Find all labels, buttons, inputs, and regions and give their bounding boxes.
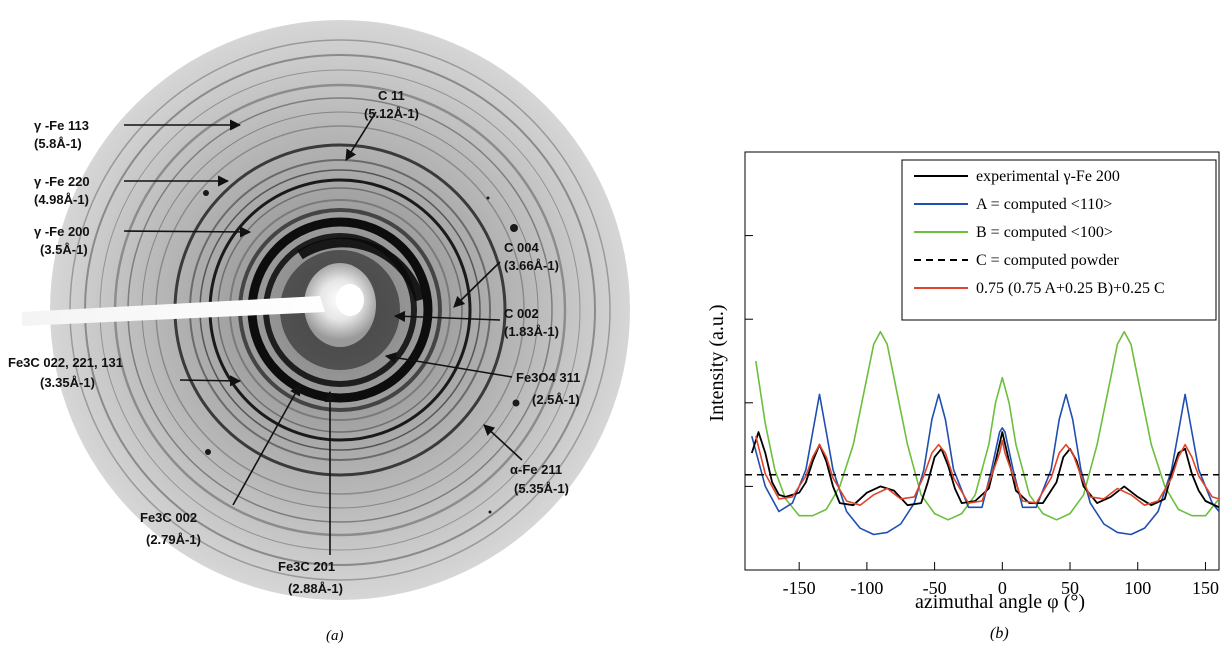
legend-label-0: experimental γ-Fe 200 — [976, 168, 1120, 185]
x-ticks: -150 -100 -50 0 50 100 150 — [783, 562, 1219, 598]
legend-box — [901, 159, 1217, 321]
legend-label-4: 0.75 (0.75 A+0.25 B)+0.25 C — [976, 280, 1165, 297]
x-axis-label: azimuthal angle φ (°) — [915, 591, 1085, 613]
label-fe3c-002: Fe3C 002 — [140, 510, 197, 525]
series-line-0 — [750, 431, 1219, 509]
plot-series — [745, 330, 1219, 536]
caption-b: (b) — [990, 625, 1009, 642]
series-line-4 — [755, 436, 1219, 507]
label-gamma-fe-220-value: (4.98Å-1) — [34, 192, 89, 207]
label-fe3o4-311: Fe3O4 311 — [516, 370, 580, 385]
label-c004-value: (3.66Å-1) — [504, 258, 559, 273]
series-line-1 — [751, 393, 1219, 536]
x-tick-label-5: 100 — [1124, 578, 1151, 598]
azimuthal-plot-panel: -150 -100 -50 0 50 100 150 experimental γ-Fe 2… — [706, 151, 1220, 642]
label-fe3c-002-value: (2.79Å-1) — [146, 532, 201, 547]
label-fe3c-022: Fe3C 022, 221, 131 — [8, 355, 123, 370]
legend-label-2: B = computed <100> — [976, 224, 1113, 241]
diffraction-spots — [203, 190, 520, 514]
y-axis-label: Intensity (a.u.) — [706, 304, 728, 421]
legend-label-3: C = computed powder — [976, 252, 1119, 269]
series-line-2 — [755, 330, 1219, 521]
x-tick-label-3: 0 — [998, 578, 1007, 598]
label-c002: C 002 — [504, 306, 539, 321]
label-c004: C 004 — [504, 240, 539, 255]
x-tick-label-1: -100 — [850, 578, 883, 598]
diffraction-pattern-panel: C 11 (5.12Å-1) γ -Fe 113 (5.8Å-1) γ -Fe … — [8, 20, 630, 644]
x-tick-label-2: -50 — [923, 578, 947, 598]
label-gamma-fe-200: γ -Fe 200 — [34, 224, 90, 239]
y-ticks — [745, 151, 753, 571]
label-c11: C 11 — [378, 88, 405, 103]
label-fe3c-201-value: (2.88Å-1) — [288, 581, 343, 596]
label-gamma-fe-113-value: (5.8Å-1) — [34, 136, 82, 151]
beam-stop — [22, 296, 325, 326]
label-fe3c-201: Fe3C 201 — [278, 559, 335, 574]
x-tick-label-0: -150 — [783, 578, 816, 598]
label-gamma-fe-220: γ -Fe 220 — [34, 174, 90, 189]
label-alpha-fe-211: α-Fe 211 — [510, 462, 562, 477]
caption-a: (a) — [326, 628, 344, 644]
x-tick-label-6: 150 — [1192, 578, 1219, 598]
legend: experimental γ-Fe 200 A = computed <110> B… — [901, 159, 1217, 321]
x-tick-label-4: 50 — [1061, 578, 1079, 598]
label-alpha-fe-211-value: (5.35Å-1) — [514, 481, 569, 496]
label-fe3o4-311-value: (2.5Å-1) — [532, 392, 580, 407]
label-gamma-fe-200-value: (3.5Å-1) — [40, 242, 88, 257]
label-c002-value: (1.83Å-1) — [504, 324, 559, 339]
label-c11-value: (5.12Å-1) — [364, 106, 419, 121]
label-fe3c-022-value: (3.35Å-1) — [40, 375, 95, 390]
legend-label-1: A = computed <110> — [976, 196, 1112, 213]
label-gamma-fe-113: γ -Fe 113 — [34, 118, 89, 133]
label-arrows — [123, 111, 523, 555]
